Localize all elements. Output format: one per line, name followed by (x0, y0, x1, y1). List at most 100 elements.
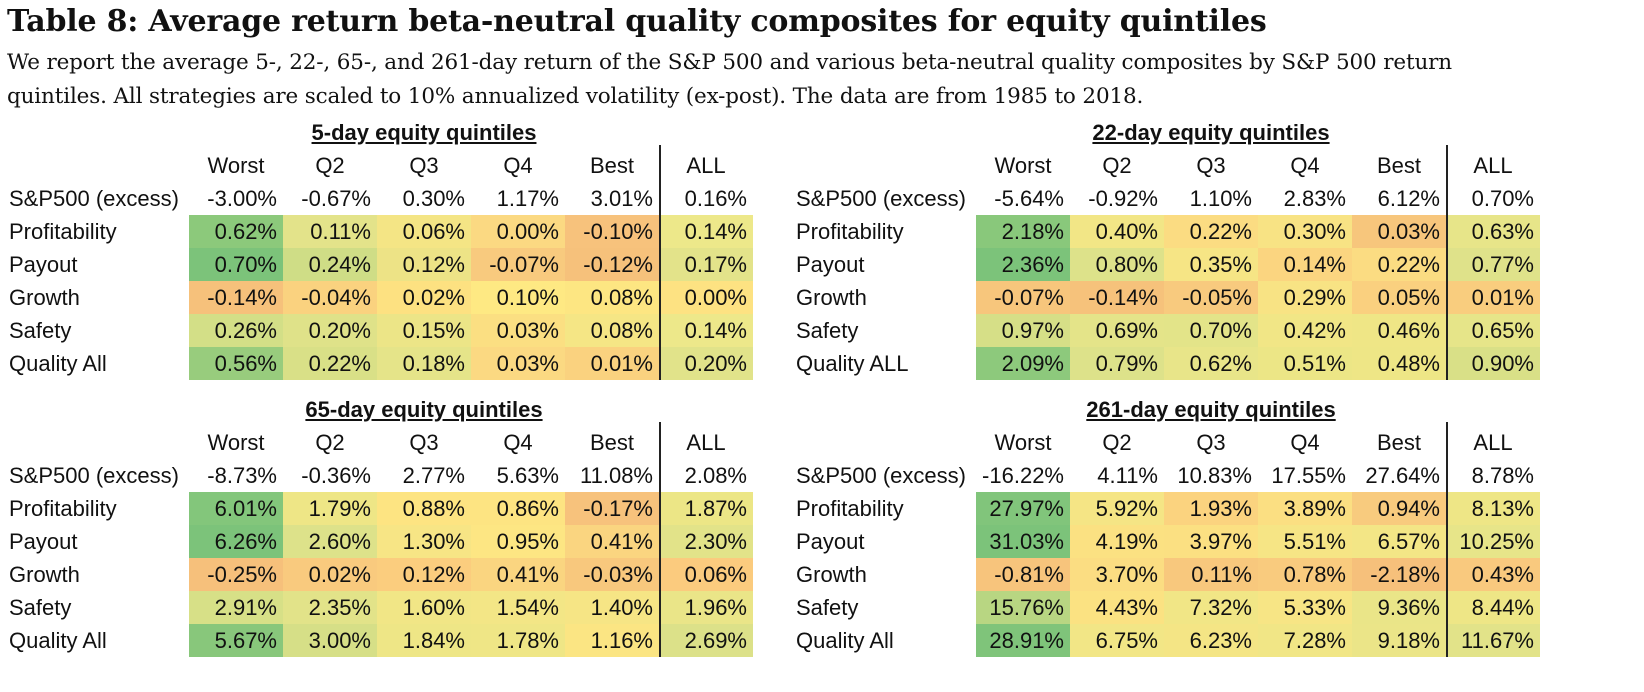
all-column-divider (1446, 422, 1448, 657)
table-cell: -0.14% (1070, 281, 1164, 314)
table-cell: 0.70% (1446, 182, 1540, 215)
table-cell: 0.26% (189, 314, 283, 347)
table-cell: 0.62% (1164, 347, 1258, 380)
table-cell: 2.91% (189, 591, 283, 624)
table-cell: 8.78% (1446, 459, 1540, 492)
table-cell: 1.87% (659, 492, 753, 525)
table-cell: 0.30% (1258, 215, 1352, 248)
row-label: Payout (9, 529, 78, 554)
column-header: Q4 (1290, 153, 1320, 178)
table-cell: 0.01% (565, 347, 659, 380)
column-header: Worst (207, 153, 265, 178)
table-cell: 9.36% (1352, 591, 1446, 624)
description-line: We report the average 5-, 22-, 65-, and … (7, 50, 1452, 75)
table-cell: 2.77% (377, 459, 471, 492)
table-cell: 2.30% (659, 525, 753, 558)
table-cell: 0.22% (1164, 215, 1258, 248)
table-cell: 6.01% (189, 492, 283, 525)
table-cell: 8.44% (1446, 591, 1540, 624)
column-header: Q2 (315, 153, 345, 178)
table-cell: 0.05% (1352, 281, 1446, 314)
table-cell: 2.35% (283, 591, 377, 624)
table-cell: 1.60% (377, 591, 471, 624)
table-cell: 0.41% (565, 525, 659, 558)
table-cell: 0.11% (1164, 558, 1258, 591)
table-cell: 10.83% (1164, 459, 1258, 492)
table-cell: 5.92% (1070, 492, 1164, 525)
column-header: Q2 (315, 430, 345, 455)
table-cell: 7.28% (1258, 624, 1352, 657)
all-column-divider (659, 145, 661, 380)
table-cell: 0.35% (1164, 248, 1258, 281)
column-header: Q4 (1290, 430, 1320, 455)
table-cell: 0.88% (377, 492, 471, 525)
row-label: Safety (796, 318, 859, 343)
table-cell: -0.04% (283, 281, 377, 314)
column-header: Q3 (1196, 430, 1226, 455)
table-cell: 0.70% (189, 248, 283, 281)
table-cell: -0.36% (283, 459, 377, 492)
table-cell: 0.08% (565, 314, 659, 347)
panel-heading: 261-day equity quintiles (1086, 397, 1336, 422)
table-cell: 17.55% (1258, 459, 1352, 492)
column-header: Q3 (1196, 153, 1226, 178)
table-cell: 27.64% (1352, 459, 1446, 492)
table-cell: 9.18% (1352, 624, 1446, 657)
row-label: Quality ALL (796, 351, 909, 376)
table-cell: 0.65% (1446, 314, 1540, 347)
row-label: Profitability (9, 219, 117, 244)
column-header: Worst (994, 153, 1052, 178)
table-cell: 0.80% (1070, 248, 1164, 281)
table-cell: 0.94% (1352, 492, 1446, 525)
table-cell: -0.81% (976, 558, 1070, 591)
column-header: Best (1376, 430, 1422, 455)
table-cell: 0.78% (1258, 558, 1352, 591)
table-cell: 0.51% (1258, 347, 1352, 380)
table-cell: 1.78% (471, 624, 565, 657)
table-cell: 1.79% (283, 492, 377, 525)
row-label: Profitability (796, 219, 904, 244)
table-cell: 7.32% (1164, 591, 1258, 624)
row-label: Quality All (9, 628, 107, 653)
row-label: Growth (796, 285, 867, 310)
column-header: Q2 (1102, 430, 1132, 455)
table-cell: 0.41% (471, 558, 565, 591)
table-cell: 0.16% (659, 182, 753, 215)
column-header: Q3 (409, 153, 439, 178)
table-cell: -0.67% (283, 182, 377, 215)
column-header: ALL (686, 430, 726, 455)
table-cell: 0.06% (377, 215, 471, 248)
panel-heading: 22-day equity quintiles (1092, 120, 1330, 145)
table-cell: -0.10% (565, 215, 659, 248)
table-cell: 0.14% (659, 215, 753, 248)
table-cell: 0.79% (1070, 347, 1164, 380)
table-cell: 0.22% (1352, 248, 1446, 281)
quintile-table-22-day-equity-quintiles: 22-day equity quintiles Worst Q2 Q3 Q4 Best AL… (796, 117, 1540, 380)
table-cell: -0.07% (471, 248, 565, 281)
table-cell: 0.20% (659, 347, 753, 380)
table-cell: 1.93% (1164, 492, 1258, 525)
row-label: Growth (796, 562, 867, 587)
table-cell: 0.14% (1258, 248, 1352, 281)
column-header: Worst (207, 430, 265, 455)
quintile-table-5-day-equity-quintiles: 5-day equity quintiles Worst Q2 Q3 Q4 Best ALL… (9, 117, 753, 380)
table-cell: 0.77% (1446, 248, 1540, 281)
table-cell: 4.11% (1070, 459, 1164, 492)
row-label: Growth (9, 562, 80, 587)
table-cell: 1.17% (471, 182, 565, 215)
description-line: quintiles. All strategies are scaled to … (7, 84, 1144, 109)
table-title: Table 8: Average return beta-neutral qua… (7, 4, 1267, 39)
table-cell: 11.67% (1446, 624, 1540, 657)
table-cell: 0.02% (283, 558, 377, 591)
table-cell: 11.08% (565, 459, 659, 492)
table-cell: 6.23% (1164, 624, 1258, 657)
table-cell: -0.92% (1070, 182, 1164, 215)
table-cell: 0.42% (1258, 314, 1352, 347)
table-cell: 0.01% (1446, 281, 1540, 314)
column-header: Q3 (409, 430, 439, 455)
table-cell: 0.62% (189, 215, 283, 248)
table-cell: -2.18% (1352, 558, 1446, 591)
table-cell: -0.05% (1164, 281, 1258, 314)
table-cell: 0.20% (283, 314, 377, 347)
table-cell: 8.13% (1446, 492, 1540, 525)
